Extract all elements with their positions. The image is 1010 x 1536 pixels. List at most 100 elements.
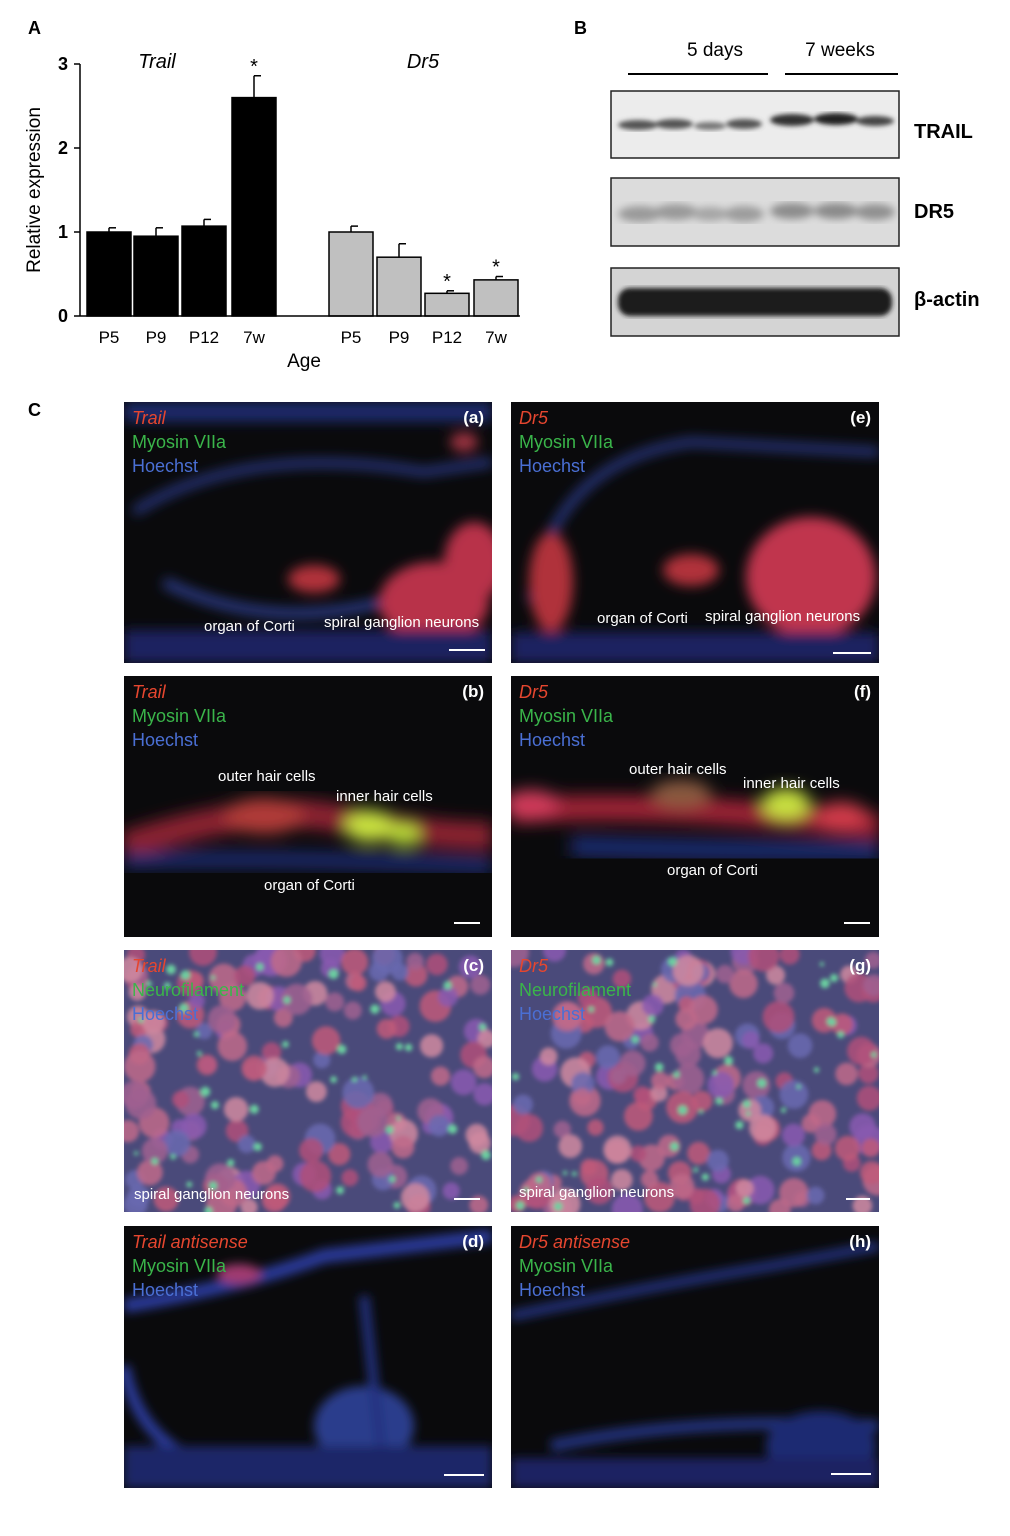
label-stain-green: Myosin VIIa	[132, 706, 227, 726]
neurofilament-speck	[571, 1171, 577, 1177]
y-tick-label: 1	[58, 222, 68, 242]
neurofilament-speck	[138, 1017, 144, 1023]
neurofilament-speck	[336, 1186, 344, 1195]
neuron-cell	[558, 1134, 583, 1158]
neuron-cell	[861, 1138, 879, 1158]
neurofilament-speck	[337, 1044, 347, 1054]
neuron-cell	[477, 1029, 492, 1048]
neuron-cell	[801, 1113, 821, 1133]
neurofilament-speck	[631, 1036, 639, 1044]
neuron-cell	[270, 950, 302, 977]
neuron-cell	[610, 1067, 627, 1085]
neuron-cell	[746, 1175, 775, 1205]
neuron-cell	[577, 987, 598, 1008]
neurofilament-speck	[282, 1041, 289, 1048]
label-stain-blue: Hoechst	[519, 1280, 586, 1300]
neuron-cell	[849, 1113, 876, 1140]
neurofilament-speck	[209, 1181, 218, 1190]
neuron-cell	[473, 1056, 492, 1079]
neurofilament-speck	[389, 1176, 396, 1183]
neuron-cell	[782, 1123, 805, 1147]
neurofilament-speck	[677, 1105, 688, 1115]
series-title: Trail	[138, 51, 176, 73]
neuron-cell	[341, 950, 369, 976]
neuron-cell	[153, 1186, 179, 1212]
neuron-cell	[141, 1010, 165, 1034]
neurofilament-speck	[670, 1142, 679, 1151]
neuron-cell	[806, 1186, 825, 1205]
neurofilament-speck	[511, 1073, 520, 1081]
annotation: inner hair cells	[336, 788, 433, 805]
neuron-cell	[673, 1063, 705, 1095]
blot-group-label: 7 weeks	[805, 40, 875, 61]
neuron-cell	[141, 1137, 168, 1164]
neuron-cell	[375, 981, 396, 1002]
bar	[133, 235, 179, 317]
neurofilament-speck	[145, 980, 152, 987]
label-stain-blue: Hoechst	[132, 1004, 199, 1024]
neurofilament-speck	[715, 1097, 723, 1105]
neuron-cell	[273, 1008, 293, 1028]
neuron-cell	[188, 992, 205, 1009]
neuron-cell	[163, 1130, 191, 1157]
label-stain-blue: Hoechst	[132, 456, 199, 476]
neuron-cell	[766, 965, 786, 985]
neuron-cell	[762, 1001, 795, 1033]
x-tick-label: P5	[99, 328, 120, 347]
neuron-cell	[299, 1160, 332, 1193]
neuron-cell	[596, 1045, 620, 1070]
neuron-cell	[186, 971, 204, 990]
neurofilament-speck	[448, 1124, 458, 1134]
micrograph-h: Dr5 antisense Myosin VIIa Hoechst (h)	[511, 1226, 879, 1488]
neuron-cell	[234, 965, 256, 987]
neurofilament-speck	[735, 1121, 744, 1130]
neuron-cell	[644, 1181, 675, 1212]
annotation: organ of Corti	[597, 610, 688, 627]
neurofilament-speck	[605, 958, 614, 967]
neuron-cell	[391, 963, 409, 981]
scale-bar	[444, 1474, 484, 1476]
neuron-cell	[511, 950, 529, 968]
neuron-cell	[556, 1002, 583, 1029]
neuron-cell	[603, 1135, 632, 1164]
neuron-cell	[726, 1194, 745, 1212]
neuron-cell	[459, 955, 482, 979]
neuron-cell	[137, 1159, 163, 1186]
neuron-cell	[450, 1157, 469, 1175]
neuron-cell	[406, 952, 424, 971]
annotation: spiral ganglion neurons	[519, 1184, 675, 1201]
neuron-cell	[583, 953, 605, 975]
blot-row-label-trail: TRAIL	[914, 121, 973, 143]
neurofilament-speck	[328, 969, 339, 980]
neuron-cell	[281, 983, 313, 1015]
neuron-cell	[470, 974, 491, 995]
neuron-cell	[651, 1071, 670, 1090]
neuron-cell	[773, 982, 795, 1004]
neurofilament-speck	[553, 1202, 563, 1211]
micrograph-g: Dr5 Neurofilament Hoechst (g) spiral gan…	[511, 950, 879, 1212]
neuron-cell	[261, 1042, 282, 1062]
label-probe: Dr5 antisense	[519, 1232, 631, 1252]
neuron-cell	[513, 1094, 533, 1115]
micrograph-d: Trail antisense Myosin VIIa Hoechst (d)	[124, 1226, 492, 1488]
label-stain-blue: Hoechst	[519, 456, 586, 476]
neuron-cell	[196, 1054, 218, 1076]
neuron-cell	[741, 1031, 760, 1049]
blot-row-label-actin: β-actin	[914, 289, 980, 311]
neurofilament-speck	[698, 1109, 704, 1114]
neurofilament-speck	[395, 1043, 403, 1051]
neurofilament-speck	[828, 1018, 837, 1027]
neuron-cell	[633, 1086, 651, 1104]
neuron-cell	[573, 1088, 592, 1107]
neuron-cell	[350, 975, 367, 992]
annotation: spiral ganglion neurons	[134, 1186, 290, 1203]
neuron-cell	[313, 1051, 331, 1069]
x-tick-label: 7w	[243, 328, 265, 347]
bar	[376, 256, 422, 317]
neurofilament-speck	[481, 1150, 491, 1160]
neuron-cell	[847, 1036, 876, 1066]
label-stain-blue: Hoechst	[132, 730, 199, 750]
label-stain-green: Myosin VIIa	[519, 432, 614, 452]
neuron-cell	[729, 969, 758, 999]
neuron-cell	[251, 1161, 276, 1185]
